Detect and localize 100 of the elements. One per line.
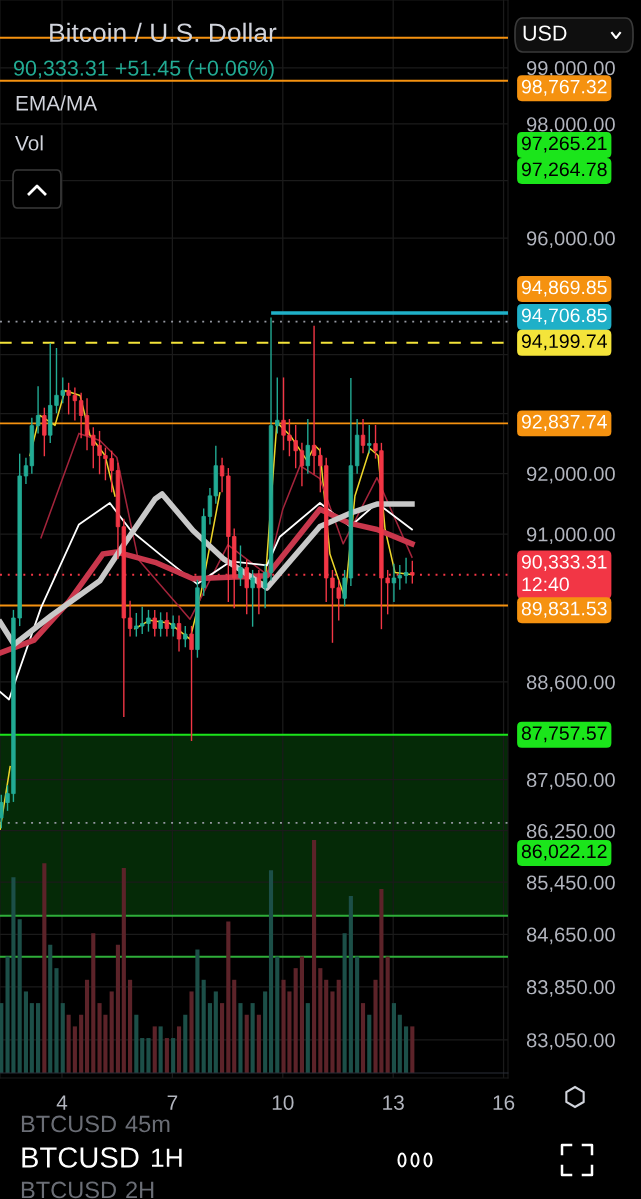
y-tick-label: 84,650.00 [526,927,615,945]
candlestick [189,625,194,742]
bar [189,991,194,1073]
bar [42,863,47,1073]
text: 86,022.12 [521,844,607,861]
candlestick [256,569,262,615]
ref-line-label: 89,831.53 [521,601,607,618]
bar [293,968,298,1073]
candlestick [299,442,305,487]
y-tick-label: 96,000.00 [527,231,615,248]
bar [355,956,360,1073]
candlestick [403,557,409,584]
bar [152,1026,157,1073]
annotation: Vol [15,135,43,151]
line-series [40,432,413,620]
text: 97,264.78 [521,162,607,179]
bar [238,1003,243,1073]
bar [79,1014,84,1073]
bar [115,944,120,1073]
bar [84,979,90,1073]
ref-line-label: 98,767.32 [521,79,607,96]
bar [54,968,59,1073]
y-tick-label: 99,000.00 [527,61,615,78]
bar [48,944,53,1073]
bar [342,933,347,1073]
bar [404,1026,409,1073]
text: 97,265.21 [521,136,607,153]
bar [385,956,390,1073]
bar [201,979,206,1073]
candlestick [367,424,372,454]
text: BTCUSD [21,1115,116,1133]
candlestick [305,418,310,474]
bar [60,1003,65,1073]
bar [410,1026,415,1073]
text: 2H [126,1181,154,1199]
bar [263,991,268,1073]
bar [232,979,237,1073]
bar [336,979,341,1073]
y-tick-label: 83,050.00 [526,1033,615,1050]
bar [299,956,304,1073]
candlestick [244,559,249,615]
bar [134,1014,139,1073]
bar [256,1014,261,1073]
text: BTCUSD [21,1181,116,1199]
bar [121,867,126,1073]
x-tick-label: 7 [167,1095,178,1110]
y-tick-label: 92,000.00 [527,466,615,484]
bar [109,991,114,1073]
x-tick-label: 4 [56,1095,68,1110]
candlestick [176,615,182,652]
y-tick-label: 88,600.00 [526,675,615,692]
y-tick-label: 98,000.00 [527,117,615,134]
candlestick [183,625,188,648]
y-tick-label: 83,850.00 [526,980,615,997]
candlestick [360,418,366,454]
bar [330,991,335,1073]
candlestick [275,377,280,434]
text: BTCUSD [22,1147,139,1168]
candlestick [311,325,317,475]
bar [348,895,353,1073]
y-tick-label: 86,250.00 [526,823,615,841]
y-tick-label: 91,000.00 [527,527,615,544]
text: USD [523,25,567,41]
bar [397,1014,402,1073]
bar [250,1003,255,1073]
bar [66,1014,71,1073]
candlestick [158,612,163,637]
bar [164,1038,169,1073]
text: 90,333.31 +51.45 (+0.06%) [14,59,274,81]
candlestick [164,612,170,637]
candlestick [127,600,133,637]
bar [220,1003,225,1073]
bar [305,1003,310,1073]
annotation: EMA/MA [16,95,98,111]
ref-line-label: 90,333.31 12:40 [521,555,607,592]
bar [146,1038,151,1073]
bar [226,921,231,1073]
bar [128,979,133,1073]
y-tick-label: 87,050.00 [526,772,615,790]
bar [207,1003,212,1073]
y-tick-label: 85,450.00 [526,875,615,893]
bar [360,1003,366,1073]
x-tick-label: 10 [272,1095,294,1110]
text: 94,869.85 [521,280,607,297]
bar [268,870,274,1073]
bar [176,1026,182,1073]
bar [23,991,28,1073]
candlestick [35,386,41,434]
candlestick [152,609,157,637]
candlestick [42,407,47,457]
bar [72,1026,77,1073]
candlestick [250,569,255,627]
ref-line-label: 87,757.57 [521,726,607,743]
bar [318,968,323,1073]
bar [91,933,96,1073]
ref-line-label: 92,837.74 [521,414,607,431]
bar [140,1038,145,1073]
x-tick-label: 13 [383,1095,404,1110]
candlestick [219,457,225,493]
text: 45m [125,1115,170,1133]
